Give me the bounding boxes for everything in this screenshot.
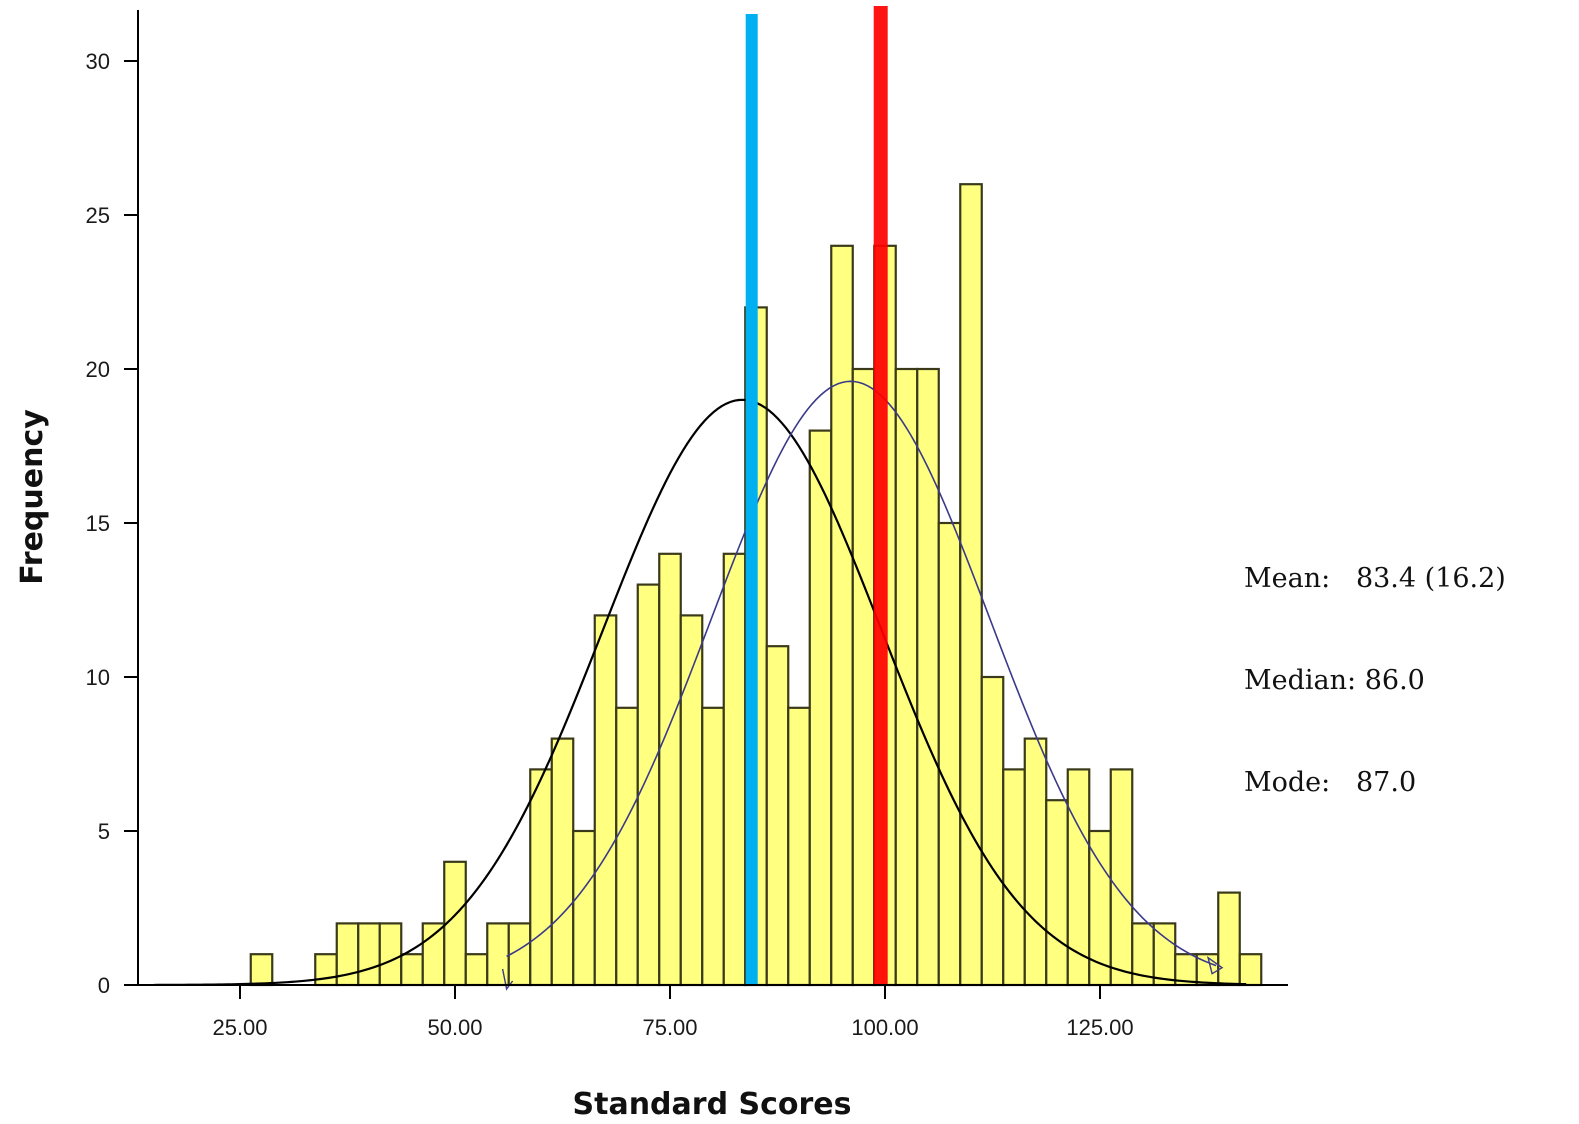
histogram-bar: [636, 583, 661, 987]
summary-stats: Mean: 83.4 (16.2) Median: 86.0 Mode: 87.…: [1244, 494, 1506, 834]
histogram-bar: [1088, 829, 1112, 987]
histogram-bar: [486, 922, 510, 987]
axes: 0 5 10 15 20 25 30 25.00 50.00 75.00 100.00 125.00: [86, 10, 1288, 1040]
histogram-bar: [615, 706, 639, 987]
histogram-bar: [701, 706, 725, 987]
histogram-bar: [1045, 799, 1069, 987]
histogram-bar: [1238, 953, 1263, 987]
histogram-bar: [464, 953, 489, 987]
histogram-bar: [937, 521, 962, 987]
histogram-bar: [1217, 891, 1241, 987]
histogram-bar: [722, 552, 747, 987]
x-axis-label: Standard Scores: [573, 1087, 852, 1122]
x-tick-label: 75.00: [642, 1015, 697, 1040]
histogram-bar: [765, 645, 790, 987]
histogram-bar: [1152, 922, 1177, 987]
normal-curve: [153, 398, 1247, 987]
curves-layer: [153, 380, 1247, 991]
histogram-bar: [357, 922, 381, 987]
median-stat: Median: 86.0: [1244, 665, 1425, 696]
histogram-bar: [314, 953, 338, 987]
mode-line: [873, 6, 888, 985]
histogram-bar: [249, 953, 274, 987]
x-tick-label: 100.00: [851, 1015, 918, 1040]
y-tick-label: 10: [86, 665, 110, 690]
histogram-bar: [421, 922, 446, 987]
y-tick-label: 20: [86, 357, 110, 382]
y-axis-label: Frequency: [15, 409, 50, 585]
histogram-bar: [529, 768, 553, 987]
histogram-bar: [400, 953, 424, 987]
y-tick-label: 25: [86, 203, 110, 228]
histogram-bar: [378, 922, 403, 987]
histogram-bar: [787, 706, 811, 987]
histogram-bar: [959, 183, 983, 987]
histogram-bar: [550, 737, 575, 987]
histogram-bar: [593, 614, 618, 987]
x-tick-label: 50.00: [427, 1015, 482, 1040]
mean-line: [745, 14, 758, 985]
histogram-bar: [1002, 768, 1026, 987]
histogram-bar: [830, 244, 854, 987]
y-tick-label: 0: [98, 973, 110, 998]
shifted-curve: [506, 380, 1217, 967]
mode-stat: Mode: 87.0: [1244, 767, 1417, 798]
x-tick-label: 25.00: [212, 1015, 267, 1040]
histogram-bar: [916, 367, 940, 987]
curve-start-mark: [501, 968, 514, 991]
histogram-bar: [658, 552, 682, 987]
histogram-bar: [1109, 768, 1134, 987]
reference-lines: [745, 6, 888, 985]
histogram-bar: [1023, 737, 1048, 987]
histogram-bar: [851, 367, 876, 987]
histogram-bar: [572, 829, 596, 987]
histogram-bar: [980, 675, 1005, 987]
y-tick-label: 15: [86, 511, 110, 536]
y-tick-label: 5: [98, 819, 110, 844]
x-tick-label: 125.00: [1066, 1015, 1133, 1040]
y-tick-label: 30: [86, 49, 110, 74]
mean-stat: Mean: 83.4 (16.2): [1244, 563, 1506, 594]
curve-end-arrow: [1206, 955, 1224, 975]
histogram-bar: [808, 429, 833, 987]
